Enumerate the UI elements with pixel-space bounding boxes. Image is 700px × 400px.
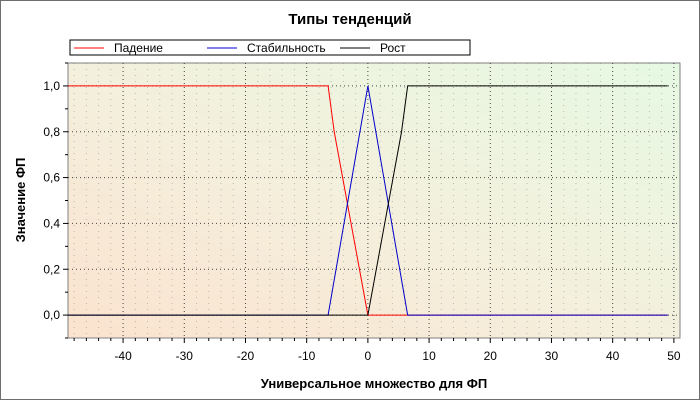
y-tick-label: 0,0 bbox=[43, 308, 60, 322]
x-tick-label: 20 bbox=[484, 349, 498, 363]
x-tick-label: 50 bbox=[667, 349, 681, 363]
y-axis-title: Значение ФП bbox=[13, 158, 28, 243]
y-tick-label: 1,0 bbox=[43, 79, 60, 93]
y-tick-label: 0,4 bbox=[43, 216, 60, 230]
y-tick-label: 0,8 bbox=[43, 125, 60, 139]
x-tick-label: 10 bbox=[422, 349, 436, 363]
x-tick-label: -40 bbox=[114, 349, 132, 363]
legend: Падение Стабильность Рост bbox=[69, 39, 471, 56]
chart-title: Типы тенденций bbox=[288, 11, 411, 28]
y-tick-label: 0,2 bbox=[43, 262, 60, 276]
legend-box bbox=[69, 39, 471, 56]
series-line-3 bbox=[68, 85, 668, 316]
legend-label-series-1: Падение bbox=[114, 41, 163, 55]
x-tick-label: -30 bbox=[176, 349, 194, 363]
x-axis-title: Универсальное множество для ФП bbox=[261, 376, 487, 391]
legend-label-series-3: Рост bbox=[380, 41, 406, 55]
x-tick-label: -20 bbox=[237, 349, 255, 363]
x-tick-label: -10 bbox=[298, 349, 316, 363]
x-tick-label: 40 bbox=[606, 349, 620, 363]
y-tick-label: 0,6 bbox=[43, 171, 60, 185]
plot-area bbox=[67, 62, 681, 339]
series-lines bbox=[68, 85, 668, 316]
legend-label-series-2: Стабильность bbox=[247, 41, 326, 55]
x-tick-label: 0 bbox=[365, 349, 372, 363]
x-tick-label: 30 bbox=[545, 349, 559, 363]
axes: -40 -30 -20 -10 0 10 20 30 40 50 0,0 0,2 0,4 0,6 0,8 1,… bbox=[43, 62, 681, 363]
